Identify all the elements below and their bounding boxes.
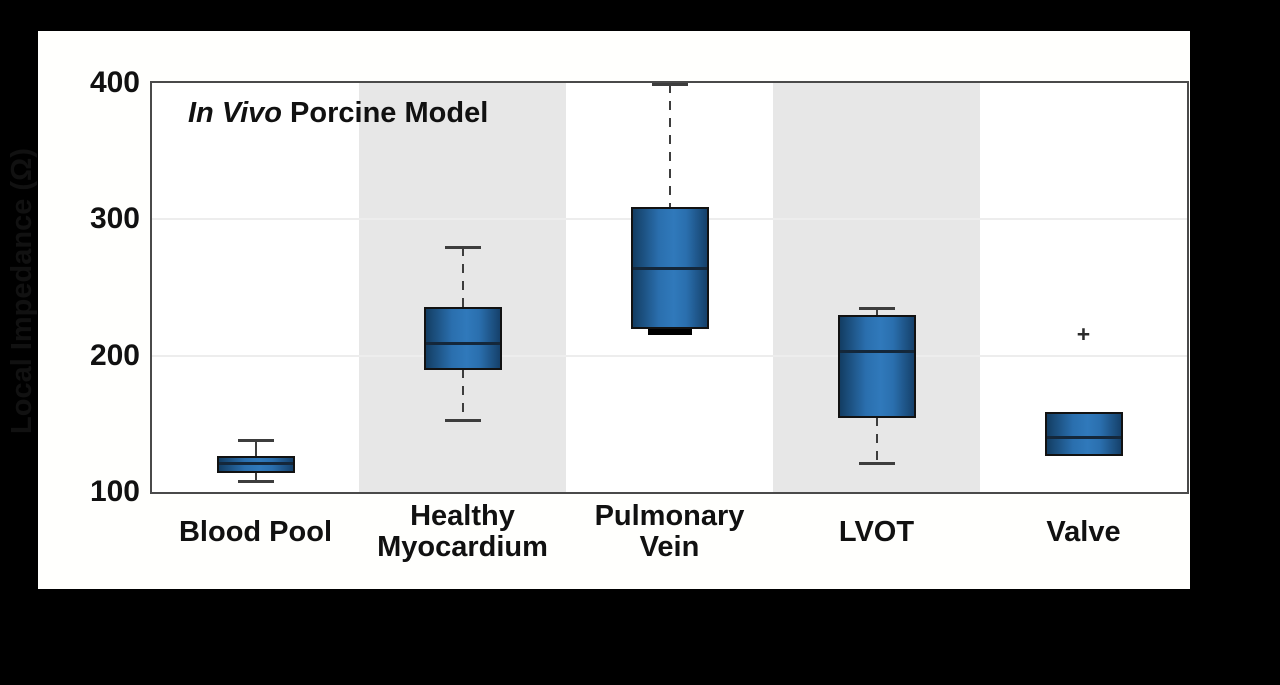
x-category-label-healthy-myocardium: Healthy Myocardium bbox=[377, 500, 548, 563]
whisker-lower-cap-pulmonary-vein bbox=[647, 329, 692, 336]
whisker-upper-cap-lvot bbox=[858, 306, 895, 310]
median-healthy-myocardium bbox=[425, 341, 500, 345]
chart-title-italic: In Vivo bbox=[188, 97, 282, 129]
whisker-lower-cap-healthy-myocardium bbox=[444, 418, 481, 422]
median-blood-pool bbox=[218, 461, 293, 465]
x-category-label-lvot: LVOT bbox=[838, 515, 915, 548]
whisker-upper-lvot bbox=[875, 307, 878, 317]
y-axis-title: Local Impedance (Ω) bbox=[0, 148, 38, 434]
box-valve bbox=[1044, 411, 1123, 457]
whisker-lower-healthy-myocardium bbox=[461, 369, 464, 420]
y-tick-label-100: 100 bbox=[89, 475, 140, 508]
whisker-lower-cap-lvot bbox=[858, 462, 895, 466]
chart-title: In Vivo Porcine Model bbox=[188, 97, 488, 130]
x-category-label-valve: Valve bbox=[1046, 515, 1121, 548]
whisker-upper-cap-healthy-myocardium bbox=[444, 245, 481, 249]
y-tick-label-200: 200 bbox=[89, 338, 140, 372]
plot-area: In Vivo Porcine Model + bbox=[150, 81, 1189, 494]
box-healthy-myocardium bbox=[423, 306, 502, 371]
y-tick-label-300: 300 bbox=[89, 202, 140, 236]
whisker-lower-cap-blood-pool bbox=[237, 480, 274, 484]
whisker-upper-cap-pulmonary-vein bbox=[651, 83, 688, 87]
whisker-upper-cap-blood-pool bbox=[237, 439, 274, 443]
box-lvot bbox=[837, 315, 916, 418]
median-lvot bbox=[839, 350, 914, 354]
whisker-upper-blood-pool bbox=[254, 440, 257, 457]
median-valve bbox=[1046, 435, 1121, 439]
chart-panel: Local Impedance (Ω) 100 200 300 400 In Vivo… bbox=[6, 31, 1190, 589]
whisker-lower-lvot bbox=[875, 417, 878, 464]
whisker-upper-healthy-myocardium bbox=[461, 246, 464, 308]
median-pulmonary-vein bbox=[632, 266, 707, 270]
chart-title-regular: Porcine Model bbox=[282, 97, 489, 129]
y-axis-title-text: Local Impedance (Ω) bbox=[6, 148, 38, 434]
whisker-lower-blood-pool bbox=[254, 471, 257, 482]
outlier-valve: + bbox=[1076, 320, 1091, 347]
y-tick-label-400: 400 bbox=[89, 66, 140, 99]
x-category-label-pulmonary-vein: Pulmonary Vein bbox=[594, 500, 745, 563]
x-category-label-blood-pool: Blood Pool bbox=[178, 515, 333, 548]
whisker-upper-pulmonary-vein bbox=[668, 84, 671, 209]
gridline-200 bbox=[152, 354, 1187, 357]
